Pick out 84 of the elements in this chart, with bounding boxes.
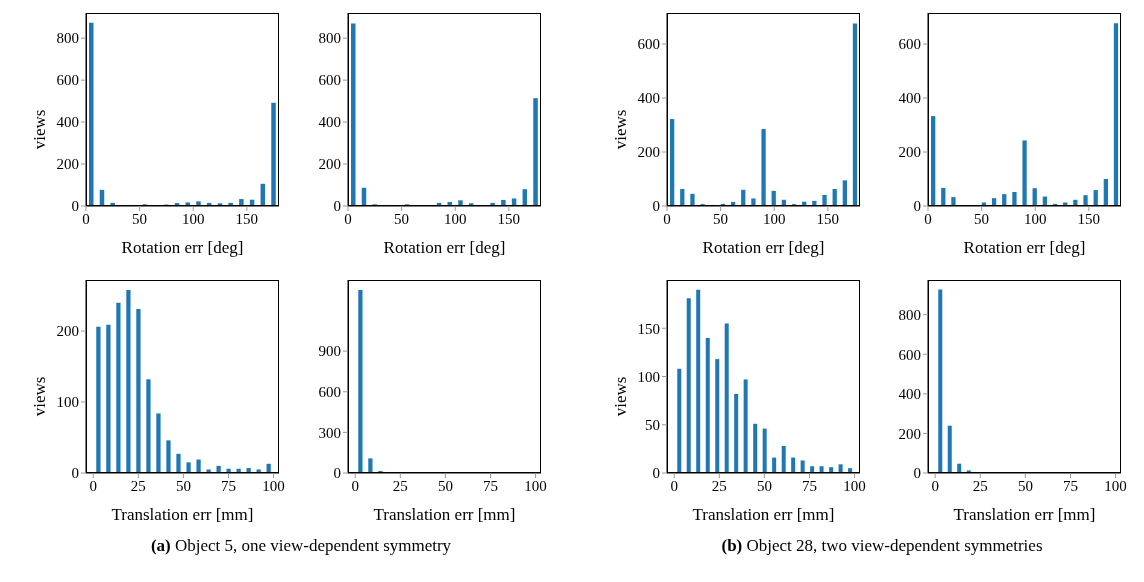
x-tick-label: 50 (394, 210, 410, 227)
x-tick-label: 25 (711, 477, 727, 494)
x-tick-label: 50 (175, 477, 191, 494)
x-tick-label: 0 (931, 477, 939, 494)
x-axis-title: Translation err [mm] (110, 505, 255, 525)
x-tick-label: 75 (221, 477, 236, 494)
y-tick-label: 600 (637, 36, 660, 53)
y-tick-label: 200 (898, 144, 921, 161)
y-tick-label: 600 (318, 72, 341, 89)
x-tick-label: 0 (89, 477, 97, 494)
x-axis-title: Rotation err [deg] (120, 238, 245, 258)
x-tick-label: 100 (1104, 477, 1127, 494)
x-tick-label: 25 (972, 477, 988, 494)
text: (a) Object 5, one view-dependent symmetry (150, 536, 452, 555)
x-tick-label: 75 (802, 477, 817, 494)
x-axis-title: Translation err [mm] (952, 505, 1097, 525)
x-axis-title: Rotation err [deg] (962, 238, 1087, 258)
x-tick-label: 75 (483, 477, 498, 494)
x-tick-label: 25 (130, 477, 146, 494)
y-tick-label: 0 (652, 465, 660, 482)
y-tick-label: 400 (898, 90, 921, 107)
x-tick-label: 100 (843, 477, 866, 494)
y-tick-label: 400 (637, 90, 660, 107)
x-axis-title: Translation err [mm] (691, 505, 836, 525)
y-tick-label: 400 (898, 386, 921, 403)
y-tick-label: 200 (898, 425, 921, 442)
y-tick-label: 800 (318, 30, 341, 47)
y-tick-label: 0 (913, 198, 921, 215)
y-tick-label: 100 (637, 368, 660, 385)
y-tick-label: 200 (318, 156, 341, 173)
y-tick-label: 800 (56, 30, 79, 47)
x-tick-label: 0 (351, 477, 359, 494)
x-tick-label: 50 (132, 210, 148, 227)
x-axis-title: Rotation err [deg] (701, 238, 826, 258)
y-tick-label: 300 (318, 424, 341, 441)
y-axis-title: views (611, 376, 631, 417)
x-tick-label: 50 (713, 210, 729, 227)
y-tick-label: 600 (56, 72, 79, 89)
y-tick-label: 0 (333, 198, 341, 215)
y-axis-title: views (611, 109, 631, 150)
y-tick-label: 150 (637, 320, 660, 337)
x-tick-label: 100 (262, 477, 285, 494)
x-tick-label: 75 (1063, 477, 1078, 494)
text: (b) Object 28, two view-dependent symmetries (721, 536, 1043, 555)
x-axis-title: Rotation err [deg] (382, 238, 507, 258)
y-tick-label: 0 (913, 465, 921, 482)
y-tick-label: 400 (56, 114, 79, 131)
y-tick-label: 0 (333, 465, 341, 482)
x-tick-label: 100 (762, 210, 786, 227)
y-tick-label: 0 (71, 465, 79, 482)
x-tick-label: 50 (974, 210, 990, 227)
x-tick-label: 0 (344, 210, 352, 227)
y-tick-label: 600 (318, 384, 341, 401)
x-tick-label: 150 (235, 210, 259, 227)
x-tick-label: 100 (181, 210, 205, 227)
x-tick-label: 0 (663, 210, 671, 227)
x-tick-label: 150 (497, 210, 521, 227)
y-axis-title: views (30, 376, 50, 417)
x-tick-label: 50 (437, 477, 453, 494)
y-tick-label: 600 (898, 36, 921, 53)
x-tick-label: 0 (670, 477, 678, 494)
y-tick-label: 0 (71, 198, 79, 215)
y-tick-label: 50 (645, 417, 660, 434)
x-axis-title: Translation err [mm] (372, 505, 517, 525)
y-tick-label: 100 (56, 394, 79, 411)
x-tick-label: 50 (756, 477, 772, 494)
y-tick-label: 0 (652, 198, 660, 215)
y-tick-label: 200 (56, 156, 79, 173)
x-tick-label: 100 (524, 477, 547, 494)
x-tick-label: 150 (1077, 210, 1101, 227)
y-tick-label: 200 (56, 323, 79, 340)
y-axis-title: views (30, 109, 50, 150)
x-tick-label: 25 (392, 477, 408, 494)
x-tick-label: 150 (816, 210, 840, 227)
y-tick-label: 900 (318, 343, 341, 360)
y-tick-label: 400 (318, 114, 341, 131)
x-tick-label: 100 (443, 210, 467, 227)
x-tick-label: 0 (924, 210, 932, 227)
y-tick-label: 600 (898, 346, 921, 363)
x-tick-label: 100 (1023, 210, 1047, 227)
y-tick-label: 800 (898, 306, 921, 323)
y-tick-label: 200 (637, 144, 660, 161)
x-tick-label: 0 (82, 210, 90, 227)
x-tick-label: 50 (1017, 477, 1033, 494)
